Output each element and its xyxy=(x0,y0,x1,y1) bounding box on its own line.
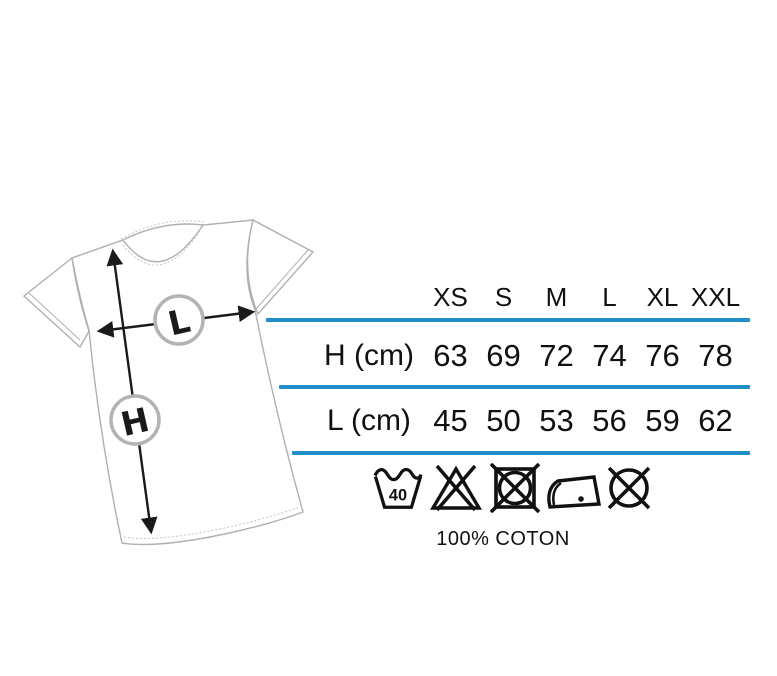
height-value-xxl: 78 xyxy=(698,338,733,373)
wash-40-icon: 40 xyxy=(373,467,423,509)
height-value-xl: 76 xyxy=(645,338,680,373)
do-not-bleach-icon xyxy=(430,464,482,512)
height-value-m: 72 xyxy=(539,338,574,373)
collar-back-stitch xyxy=(120,220,205,240)
table-divider-middle xyxy=(279,385,750,389)
length-value-s: 50 xyxy=(486,403,521,438)
table-divider-top xyxy=(266,318,750,322)
do-not-dry-clean-icon xyxy=(607,466,651,510)
height-value-l: 74 xyxy=(592,338,627,373)
do-not-tumble-dry-icon xyxy=(489,463,541,513)
dry-clean-circle xyxy=(609,468,649,508)
tumble-circle xyxy=(497,470,533,506)
row-label-height: H (cm) xyxy=(324,339,414,372)
tshirt-right-sleeve xyxy=(246,218,315,316)
iron-temperature-dot xyxy=(578,496,584,502)
collar-front-stitch xyxy=(122,228,202,266)
cross-out xyxy=(435,464,477,512)
tshirt-diagram: L H xyxy=(22,218,315,546)
tshirt-collar xyxy=(122,223,204,241)
size-column-headers: XS S M L XL XXL xyxy=(424,282,742,312)
iron-outline xyxy=(547,475,601,509)
height-value-xs: 63 xyxy=(433,338,468,373)
width-label-badge xyxy=(153,294,205,346)
hem-stitch xyxy=(123,506,301,539)
length-value-xxl: 62 xyxy=(698,403,733,438)
row-label-length: L (cm) xyxy=(327,404,411,437)
size-header-l: L xyxy=(602,282,617,312)
cross-out xyxy=(607,466,651,510)
wash-wave xyxy=(373,467,423,482)
length-value-l: 56 xyxy=(592,403,627,438)
size-header-xxl: XXL xyxy=(690,282,741,312)
care-icons: 40 xyxy=(371,463,663,513)
iron-sole-line xyxy=(551,481,562,506)
left-sleeve-hem-stitch xyxy=(28,292,81,341)
length-value-m: 53 xyxy=(539,403,574,438)
size-header-m: M xyxy=(545,282,568,312)
wash-temperature: 40 xyxy=(389,487,407,505)
height-arrow xyxy=(106,248,158,535)
length-value-xl: 59 xyxy=(645,403,680,438)
tumble-square xyxy=(494,467,536,509)
right-sleeve-hem-stitch xyxy=(255,249,309,310)
bleach-triangle xyxy=(430,465,482,510)
size-header-s: S xyxy=(494,282,513,312)
height-label-badge xyxy=(109,394,161,446)
table-divider-bottom xyxy=(292,451,750,455)
height-value-s: 69 xyxy=(486,338,521,373)
iron-low-heat-icon xyxy=(547,475,601,509)
cross-out xyxy=(489,463,541,513)
composition-text: 100% COTON xyxy=(436,528,570,550)
size-header-xs: XS xyxy=(433,282,468,312)
wash-tub xyxy=(373,476,423,509)
row-length-values: 45 50 53 56 59 62 xyxy=(424,404,742,437)
size-header-xl: XL xyxy=(646,282,679,312)
row-height-values: 63 69 72 74 76 78 xyxy=(424,339,742,372)
length-value-xs: 45 xyxy=(433,403,468,438)
